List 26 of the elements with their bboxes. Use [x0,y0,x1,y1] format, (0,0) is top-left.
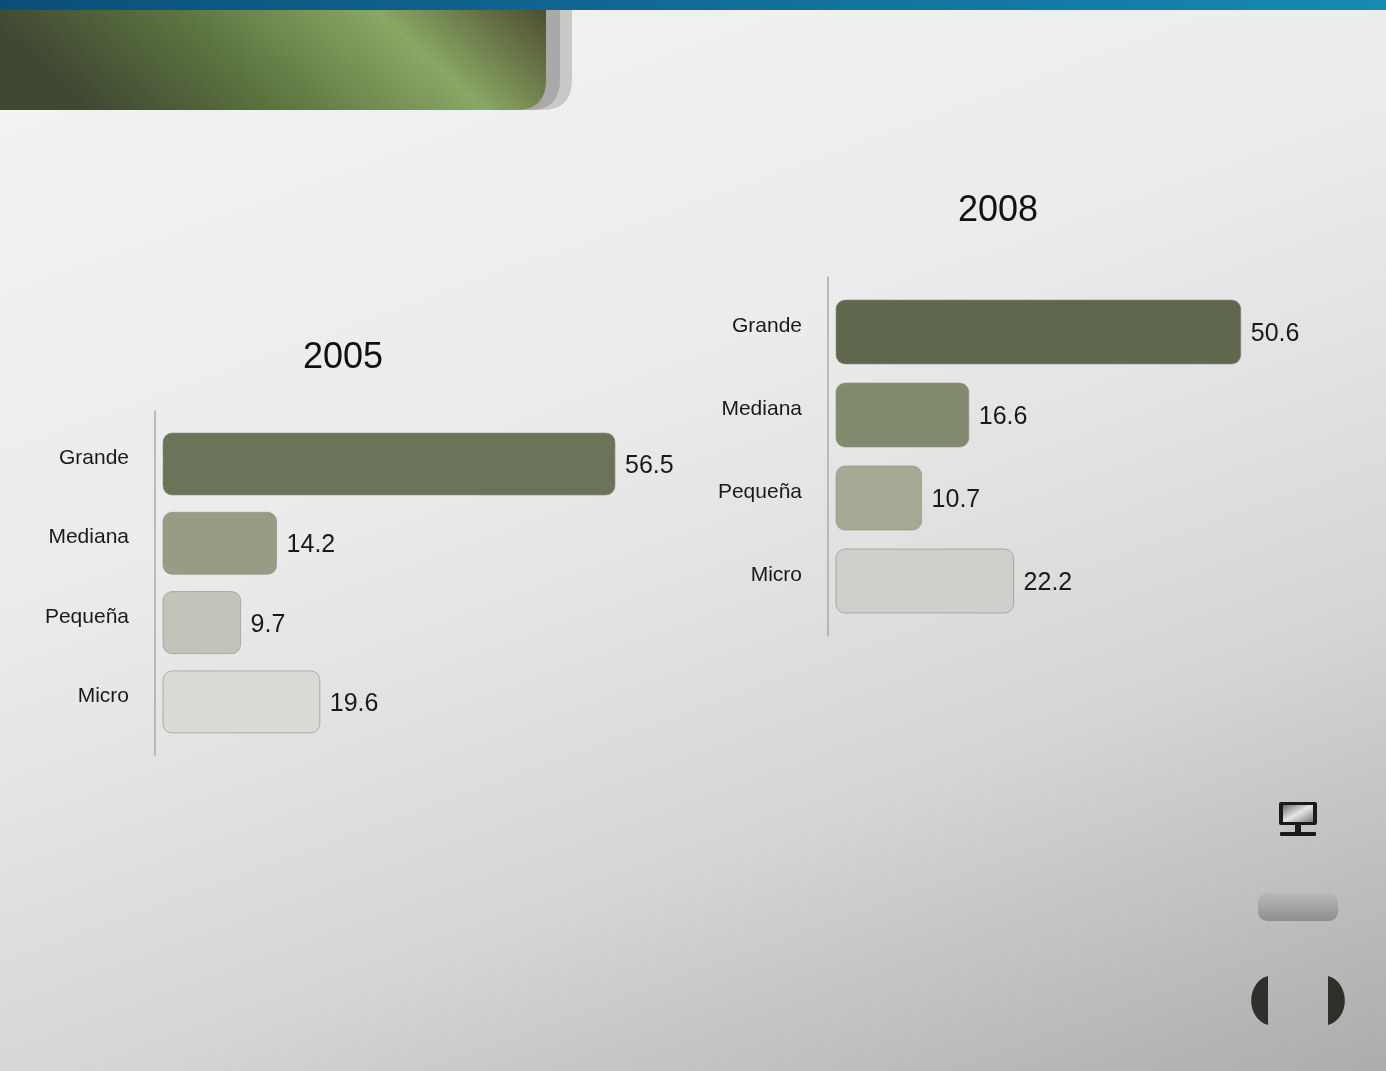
data-label: 10.7 [931,484,981,512]
bar [162,670,321,734]
y-tick-label: Micro [750,561,802,585]
y-tick-label: Mediana [721,395,803,419]
data-label: 50.6 [1250,318,1300,346]
bar [835,299,1242,365]
data-label: 16.6 [978,401,1028,429]
data-label: 56.5 [625,450,674,478]
y-tick-label: Pequeña [44,603,130,627]
bar [835,548,1014,614]
y-tick-label: Grande [731,312,802,336]
bar [162,511,277,575]
y-tick-label: Grande [58,444,129,468]
chart-title: 2008 [957,187,1039,229]
y-tick-label: Pequeña [717,478,803,502]
y-tick-label: Mediana [48,523,130,547]
data-label: 22.2 [1023,567,1073,595]
y-tick-label: Micro [77,682,129,706]
bar [835,382,970,448]
data-label: 14.2 [286,529,336,558]
bar [162,591,241,654]
data-label: 9.7 [250,608,286,637]
bar [835,465,922,531]
data-label: 19.6 [329,687,379,716]
chart-title: 2005 [302,334,384,376]
bar [162,432,616,496]
